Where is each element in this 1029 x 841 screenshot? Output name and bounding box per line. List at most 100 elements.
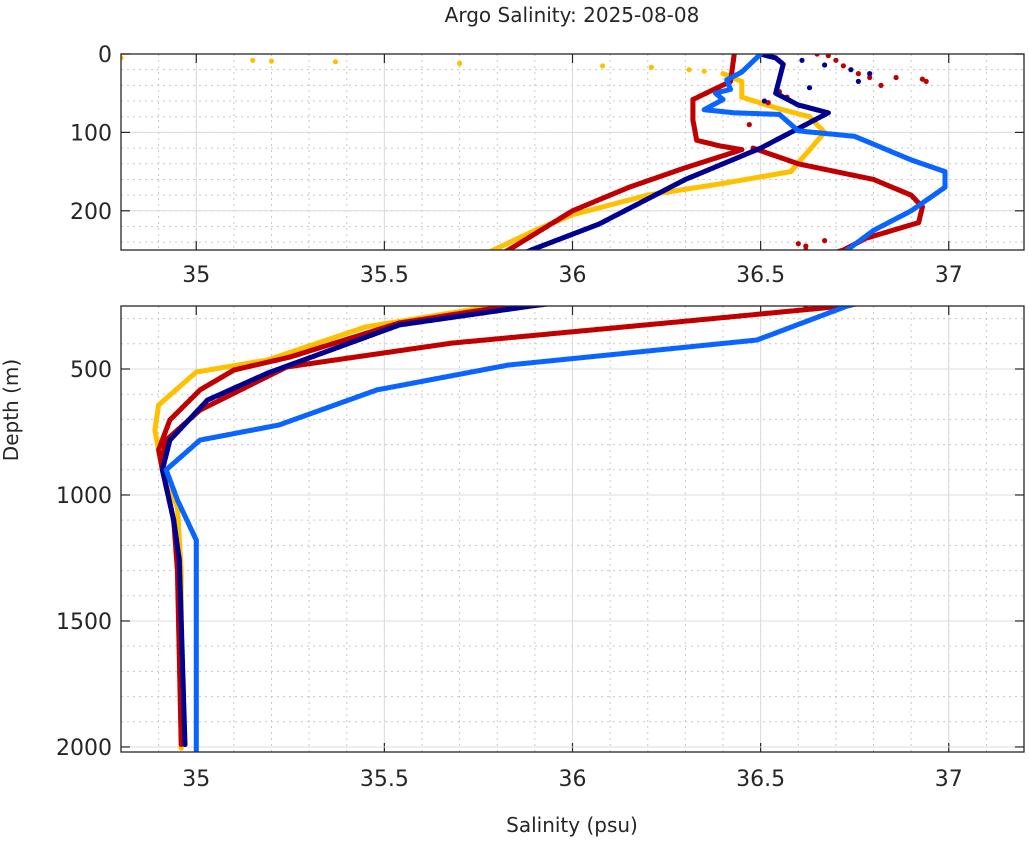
data-point (865, 299, 870, 304)
data-point (776, 92, 783, 98)
data-point (511, 300, 516, 305)
data-point (520, 301, 525, 306)
data-point (863, 300, 868, 305)
series-float-red (156, 300, 530, 748)
data-point (822, 300, 827, 305)
data-point (829, 251, 834, 256)
y-tick-label: 200 (70, 200, 112, 225)
data-point (558, 300, 563, 305)
data-point (746, 122, 752, 128)
y-tick-label: 1500 (56, 610, 112, 635)
series-float-navy (159, 300, 565, 748)
data-point (795, 241, 801, 247)
data-point (862, 300, 867, 305)
axes-box (120, 305, 1025, 753)
x-tick-label: 35 (182, 767, 210, 792)
series-float-red-2 (159, 299, 870, 463)
data-point (858, 301, 863, 306)
data-point (521, 300, 526, 305)
x-tick-label: 36.5 (736, 263, 785, 288)
data-point (686, 67, 692, 73)
data-point (550, 301, 555, 306)
data-point (484, 251, 489, 256)
data-point (525, 300, 530, 305)
data-point (848, 67, 854, 73)
chart-title: Argo Salinity: 2025-08-08 (445, 3, 700, 27)
series-float-red (499, 54, 745, 256)
x-tick-label: 37 (935, 767, 963, 792)
data-point (457, 60, 463, 66)
panel-upper: 35 35.5 36 36.5 37 0 100 200 (70, 43, 1025, 288)
data-point (867, 74, 873, 81)
data-point (860, 300, 865, 305)
x-tick-label: 35.5 (360, 767, 409, 792)
data-point (822, 238, 828, 244)
data-point (504, 248, 510, 250)
data-point (521, 251, 526, 256)
data-point (860, 300, 865, 305)
data-point (648, 64, 655, 70)
data-point (923, 78, 929, 84)
data-point (857, 306, 860, 307)
data-point (803, 243, 809, 249)
data-point (833, 57, 839, 63)
data-point (856, 301, 861, 306)
data-point (858, 300, 863, 305)
x-tick-label: 35 (182, 263, 210, 288)
data-point (822, 62, 828, 68)
x-tick-label: 36 (559, 767, 587, 792)
data-point (806, 85, 813, 91)
data-point (509, 301, 514, 306)
data-point (515, 300, 520, 305)
data-point (268, 58, 275, 64)
data-point (893, 74, 899, 81)
y-axis-label: Depth (m) (0, 359, 23, 461)
y-tick-label: 100 (70, 121, 112, 146)
data-point (486, 250, 491, 255)
data-point (560, 300, 565, 305)
data-point (919, 76, 926, 82)
data-point (517, 300, 522, 305)
series-float-yellow (152, 300, 522, 751)
series-float-blue (701, 54, 948, 255)
series-float-navy (521, 54, 873, 256)
x-tick-label: 37 (935, 263, 963, 288)
y-tick-label: 1000 (56, 484, 112, 509)
data-point (840, 63, 847, 69)
y-tick-label: 500 (70, 358, 112, 383)
data-point (182, 741, 188, 748)
data-point (250, 57, 256, 63)
x-tick-label: 35.5 (360, 263, 409, 288)
data-point (489, 248, 495, 250)
x-tick-label: 36.5 (736, 767, 785, 792)
data-point (332, 59, 339, 65)
data-point (556, 300, 561, 305)
data-point (855, 71, 862, 77)
x-axis-label: Salinity (psu) (506, 813, 638, 837)
data-point (552, 301, 557, 306)
panel-lower: 35 35.5 36 36.5 37 500 1000 1500 2000 (56, 299, 1025, 792)
data-point (825, 54, 831, 59)
data-point (523, 300, 528, 305)
series-float-blue (163, 300, 865, 752)
data-point (867, 71, 873, 77)
data-layer (152, 299, 870, 752)
data-point (178, 745, 184, 751)
data-point (878, 82, 884, 88)
data-layer (121, 54, 948, 256)
data-point (513, 300, 518, 305)
x-tick-label: 36 (559, 263, 587, 288)
data-point (842, 250, 847, 255)
data-point (554, 300, 559, 305)
data-point (701, 68, 707, 74)
data-point (828, 251, 833, 256)
data-point (499, 251, 504, 256)
data-point (501, 250, 506, 255)
data-point (526, 248, 532, 250)
axes-box (120, 53, 1025, 251)
data-point (799, 57, 805, 63)
data-point (600, 63, 606, 69)
data-point (855, 78, 862, 84)
data-point (831, 250, 836, 255)
